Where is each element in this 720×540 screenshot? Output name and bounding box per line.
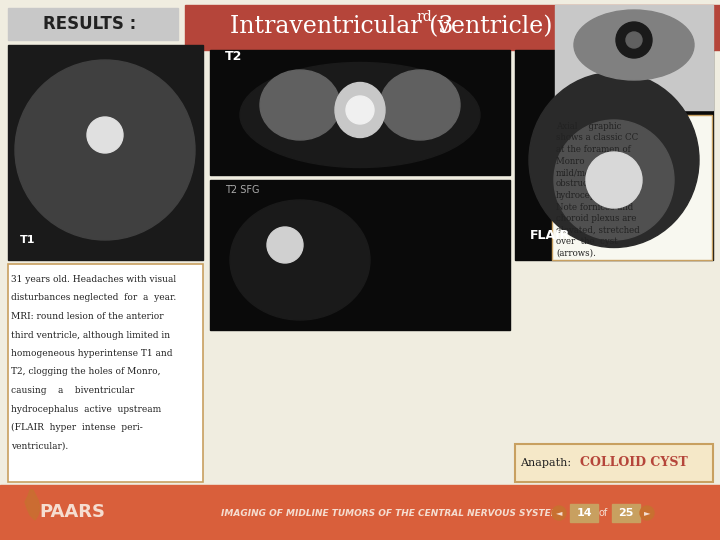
Circle shape — [346, 96, 374, 124]
Bar — [8, 8, 178, 40]
Text: over  the  cyst: over the cyst — [556, 237, 618, 246]
Bar — [8, 45, 203, 260]
Bar — [612, 504, 640, 522]
Circle shape — [586, 152, 642, 208]
Bar — [515, 50, 713, 260]
Circle shape — [554, 120, 674, 240]
Ellipse shape — [529, 72, 699, 247]
Text: ►: ► — [644, 509, 650, 517]
Text: IMAGING OF MIDLINE TUMORS OF THE CENTRAL NERVOUS SYSTEM: IMAGING OF MIDLINE TUMORS OF THE CENTRAL… — [220, 509, 559, 517]
Text: COLLOID CYST: COLLOID CYST — [580, 456, 688, 469]
Bar — [0, 485, 720, 540]
Text: RESULTS :: RESULTS : — [43, 15, 137, 33]
Circle shape — [267, 227, 303, 263]
Text: 25: 25 — [618, 508, 634, 518]
Text: choroid plexus are: choroid plexus are — [556, 214, 636, 223]
Text: causing    a    biventricular: causing a biventricular — [11, 386, 135, 395]
Text: Intraventricular (3: Intraventricular (3 — [230, 16, 454, 38]
Polygon shape — [25, 490, 40, 520]
Text: (FLAIR  hyper  intense  peri-: (FLAIR hyper intense peri- — [11, 423, 143, 432]
Text: Anapath:: Anapath: — [520, 458, 571, 468]
Bar — [210, 180, 510, 330]
Text: rd: rd — [416, 10, 432, 24]
Text: MRI: round lesion of the anterior: MRI: round lesion of the anterior — [11, 312, 163, 321]
FancyBboxPatch shape — [8, 264, 203, 482]
Bar — [185, 5, 720, 50]
Bar — [570, 504, 598, 522]
Text: disturbances neglected  for  a  year.: disturbances neglected for a year. — [11, 294, 176, 302]
Ellipse shape — [260, 70, 340, 140]
Text: 31 years old. Headaches with visual: 31 years old. Headaches with visual — [11, 275, 176, 284]
Text: Note fornices and: Note fornices and — [556, 202, 634, 212]
Text: FLAIR: FLAIR — [530, 229, 570, 242]
Circle shape — [15, 60, 195, 240]
Text: at the foramen of: at the foramen of — [556, 145, 631, 154]
Ellipse shape — [380, 70, 460, 140]
FancyBboxPatch shape — [552, 115, 712, 260]
Text: hydrocephalus  active  upstream: hydrocephalus active upstream — [11, 404, 161, 414]
Circle shape — [640, 506, 654, 520]
Text: ◄: ◄ — [556, 509, 562, 517]
Ellipse shape — [240, 63, 480, 167]
Circle shape — [616, 22, 652, 58]
Ellipse shape — [335, 83, 385, 138]
Text: (arrows).: (arrows). — [556, 248, 596, 258]
Text: mild/moderate: mild/moderate — [556, 168, 619, 177]
Ellipse shape — [574, 10, 694, 80]
Text: homogeneous hyperintense T1 and: homogeneous hyperintense T1 and — [11, 349, 173, 358]
Text: shows a classic CC: shows a classic CC — [556, 133, 638, 143]
Text: ventricle): ventricle) — [430, 16, 552, 38]
Ellipse shape — [230, 200, 370, 320]
Text: 14: 14 — [576, 508, 592, 518]
Text: hydrocephalus.: hydrocephalus. — [556, 191, 622, 200]
Text: of: of — [598, 508, 608, 518]
Text: elevated, stretched: elevated, stretched — [556, 226, 640, 234]
Text: T2: T2 — [225, 50, 243, 63]
Text: PAARS: PAARS — [39, 503, 105, 521]
Text: third ventricle, although limited in: third ventricle, although limited in — [11, 330, 170, 340]
Text: Monro    causing: Monro causing — [556, 157, 629, 165]
Circle shape — [87, 117, 123, 153]
FancyBboxPatch shape — [515, 444, 713, 482]
Circle shape — [626, 32, 642, 48]
Text: ventricular).: ventricular). — [11, 442, 68, 450]
Text: Axial    graphic: Axial graphic — [556, 122, 621, 131]
Circle shape — [552, 506, 566, 520]
Bar — [555, 5, 713, 110]
Text: T2, clogging the holes of Monro,: T2, clogging the holes of Monro, — [11, 368, 161, 376]
Text: T1: T1 — [20, 235, 35, 245]
Text: obstructive: obstructive — [556, 179, 605, 188]
Text: T2 SFG: T2 SFG — [225, 185, 259, 195]
Bar — [210, 50, 510, 175]
